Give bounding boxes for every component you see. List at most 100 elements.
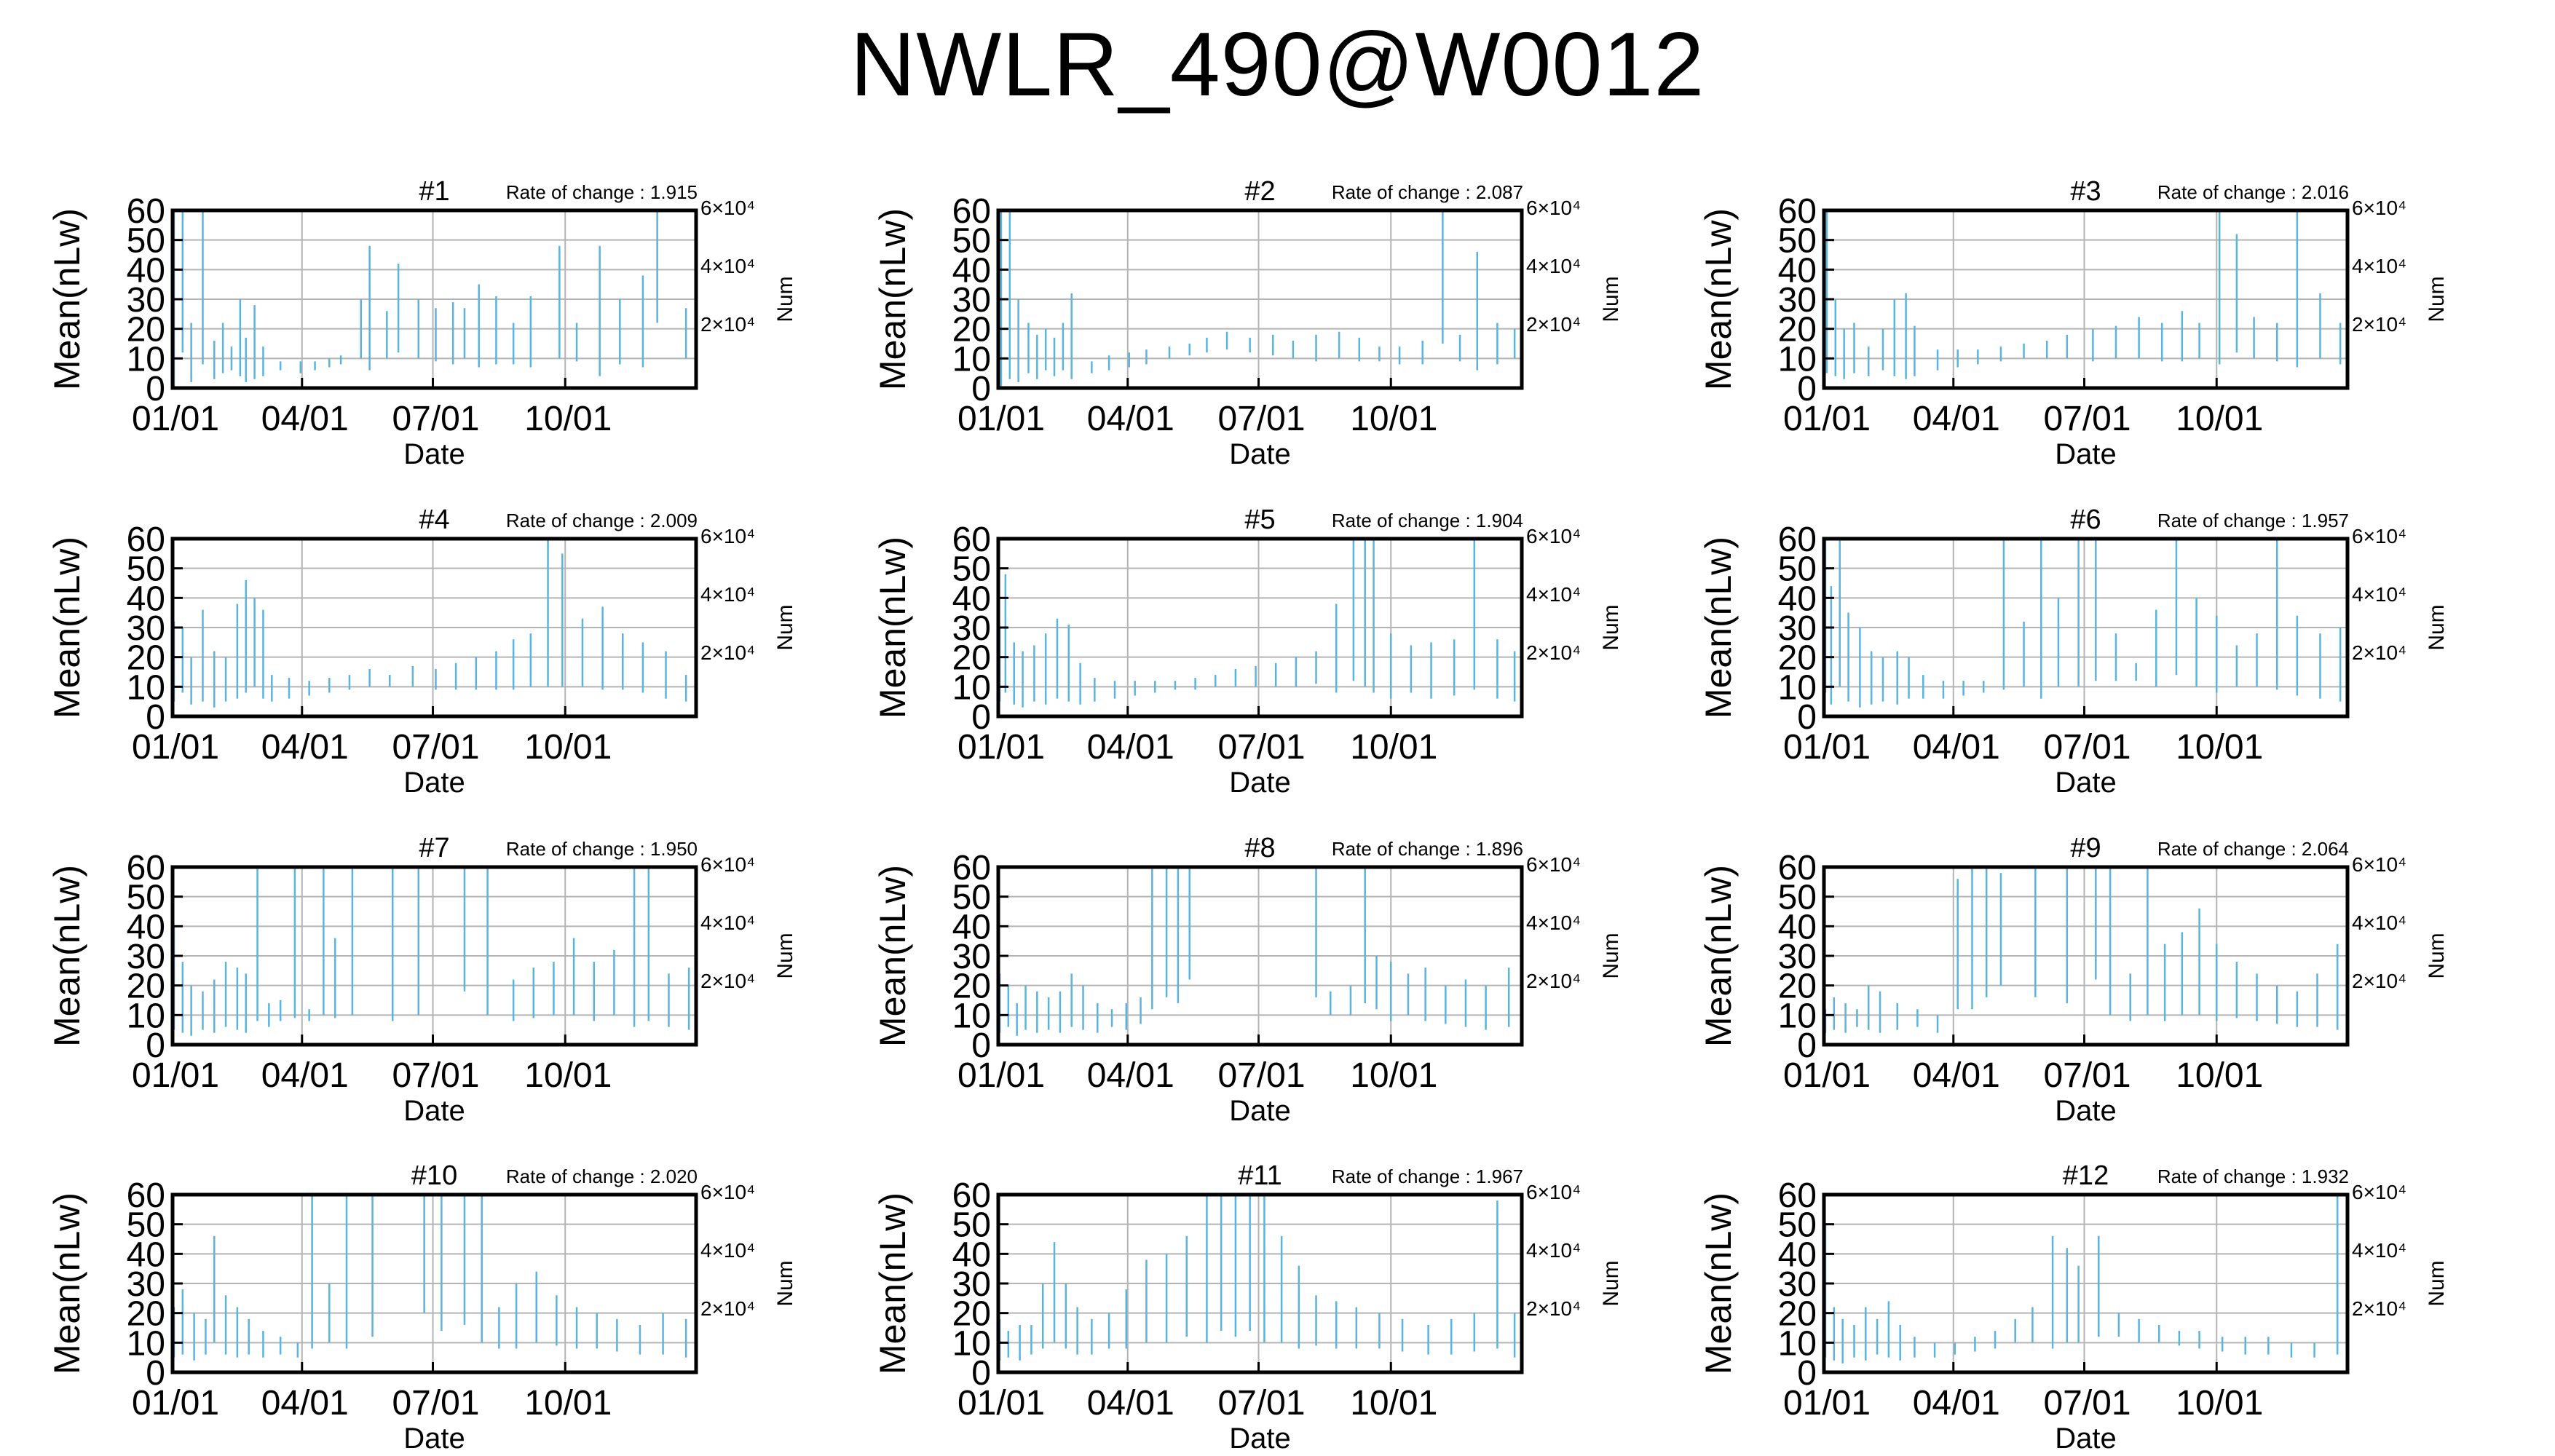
y-tick-label: 20	[1778, 639, 1817, 678]
y-tick-label: 0	[1797, 370, 1817, 408]
rate-of-change-label: Rate of change : 1.957	[2157, 510, 2349, 531]
y-tick-label: 20	[952, 1295, 991, 1334]
y-tick-label: 30	[127, 938, 165, 976]
subplot-title: #9	[2070, 833, 2101, 863]
y-axis-label: Mean(nLw)	[872, 537, 913, 719]
x-tick-label: 01/01	[1783, 728, 1871, 767]
y2-axis-label: Num	[2425, 604, 2449, 650]
y-tick-label: 20	[1778, 1295, 1817, 1334]
y2-tick-label: 4×10⁴	[2352, 583, 2406, 606]
y-tick-label: 20	[127, 968, 165, 1006]
y-axis-label: Mean(nLw)	[872, 208, 913, 390]
y-tick-label: 10	[1778, 997, 1817, 1035]
y-tick-label: 0	[971, 1354, 991, 1393]
y2-axis-label: Num	[1599, 933, 1623, 978]
y-tick-label: 30	[127, 281, 165, 320]
y2-tick-label: 4×10⁴	[700, 911, 755, 934]
x-tick-label: 04/01	[261, 1056, 349, 1095]
x-axis-label: Date	[403, 1423, 465, 1455]
x-tick-label: 10/01	[524, 1384, 612, 1423]
y-tick-label: 0	[1797, 698, 1817, 737]
y-tick-label: 50	[1778, 1206, 1817, 1245]
y2-tick-label: 6×10⁴	[700, 853, 755, 876]
x-tick-label: 04/01	[1087, 1056, 1174, 1095]
x-tick-label: 10/01	[1350, 1384, 1437, 1423]
x-tick-label: 04/01	[1913, 728, 2000, 767]
x-tick-label: 10/01	[524, 728, 612, 767]
y2-tick-label: 2×10⁴	[2352, 970, 2406, 992]
y2-tick-label: 6×10⁴	[2352, 853, 2406, 876]
y2-axis-label: Num	[773, 276, 797, 322]
x-tick-label: 07/01	[1217, 400, 1305, 438]
x-tick-label: 07/01	[1217, 1056, 1305, 1095]
y2-tick-label: 6×10⁴	[2352, 197, 2406, 219]
y-tick-label: 10	[1778, 340, 1817, 379]
subplot-title: #10	[411, 1160, 457, 1191]
subplot-title: #5	[1244, 505, 1275, 535]
x-axis-label: Date	[1229, 767, 1291, 799]
figure-title: NWLR_490@W0012	[850, 15, 1705, 115]
y2-tick-label: 4×10⁴	[700, 583, 755, 606]
y2-tick-label: 6×10⁴	[1526, 197, 1581, 219]
y-tick-label: 0	[146, 370, 165, 408]
x-tick-label: 01/01	[1783, 1384, 1871, 1423]
x-tick-label: 07/01	[1217, 1384, 1305, 1423]
subplot-title: #4	[419, 505, 449, 535]
x-tick-label: 04/01	[1913, 400, 2000, 438]
x-axis-label: Date	[1229, 1423, 1291, 1455]
y-tick-label: 30	[1778, 1265, 1817, 1304]
x-axis-label: Date	[1229, 438, 1291, 470]
x-tick-label: 01/01	[957, 728, 1045, 767]
y-tick-label: 10	[952, 997, 991, 1035]
rate-of-change-label: Rate of change : 1.950	[506, 838, 698, 860]
rate-of-change-label: Rate of change : 2.016	[2157, 181, 2349, 203]
y2-tick-label: 4×10⁴	[1526, 583, 1581, 606]
x-tick-label: 01/01	[957, 400, 1045, 438]
x-tick-label: 01/01	[957, 1384, 1045, 1423]
y-axis-label: Mean(nLw)	[47, 537, 87, 719]
y-tick-label: 40	[952, 251, 991, 290]
x-tick-label: 01/01	[1783, 1056, 1871, 1095]
x-tick-label: 04/01	[261, 728, 349, 767]
y2-tick-label: 2×10⁴	[700, 313, 755, 336]
y-tick-label: 30	[1778, 281, 1817, 320]
y-tick-label: 60	[127, 521, 165, 559]
x-tick-label: 04/01	[261, 1384, 349, 1423]
y-tick-label: 30	[127, 1265, 165, 1304]
y-tick-label: 60	[1778, 521, 1817, 559]
y2-tick-label: 4×10⁴	[2352, 911, 2406, 934]
y-tick-label: 30	[1778, 609, 1817, 648]
subplot-title: #1	[419, 176, 449, 207]
y2-tick-label: 4×10⁴	[1526, 1239, 1581, 1262]
y-axis-label: Mean(nLw)	[47, 208, 87, 390]
y-tick-label: 10	[1778, 668, 1817, 707]
y-tick-label: 20	[1778, 311, 1817, 349]
y2-tick-label: 4×10⁴	[2352, 1239, 2406, 1262]
y-tick-label: 0	[146, 698, 165, 737]
y-tick-label: 50	[127, 879, 165, 917]
y-tick-label: 10	[952, 340, 991, 379]
x-axis-label: Date	[2055, 438, 2117, 470]
y-tick-label: 40	[1778, 251, 1817, 290]
y-tick-label: 40	[127, 579, 165, 618]
x-tick-label: 04/01	[1913, 1056, 2000, 1095]
y2-tick-label: 2×10⁴	[1526, 313, 1581, 336]
x-tick-label: 07/01	[1217, 728, 1305, 767]
y-tick-label: 50	[952, 222, 991, 261]
y2-tick-label: 2×10⁴	[2352, 1297, 2406, 1320]
y2-axis-label: Num	[2425, 1260, 2449, 1306]
y-tick-label: 20	[127, 1295, 165, 1334]
y-tick-label: 50	[952, 550, 991, 589]
x-tick-label: 01/01	[132, 1384, 219, 1423]
x-tick-label: 10/01	[2176, 728, 2263, 767]
y-tick-label: 60	[1778, 849, 1817, 887]
y-tick-label: 40	[952, 1235, 991, 1274]
y-tick-label: 50	[952, 1206, 991, 1245]
